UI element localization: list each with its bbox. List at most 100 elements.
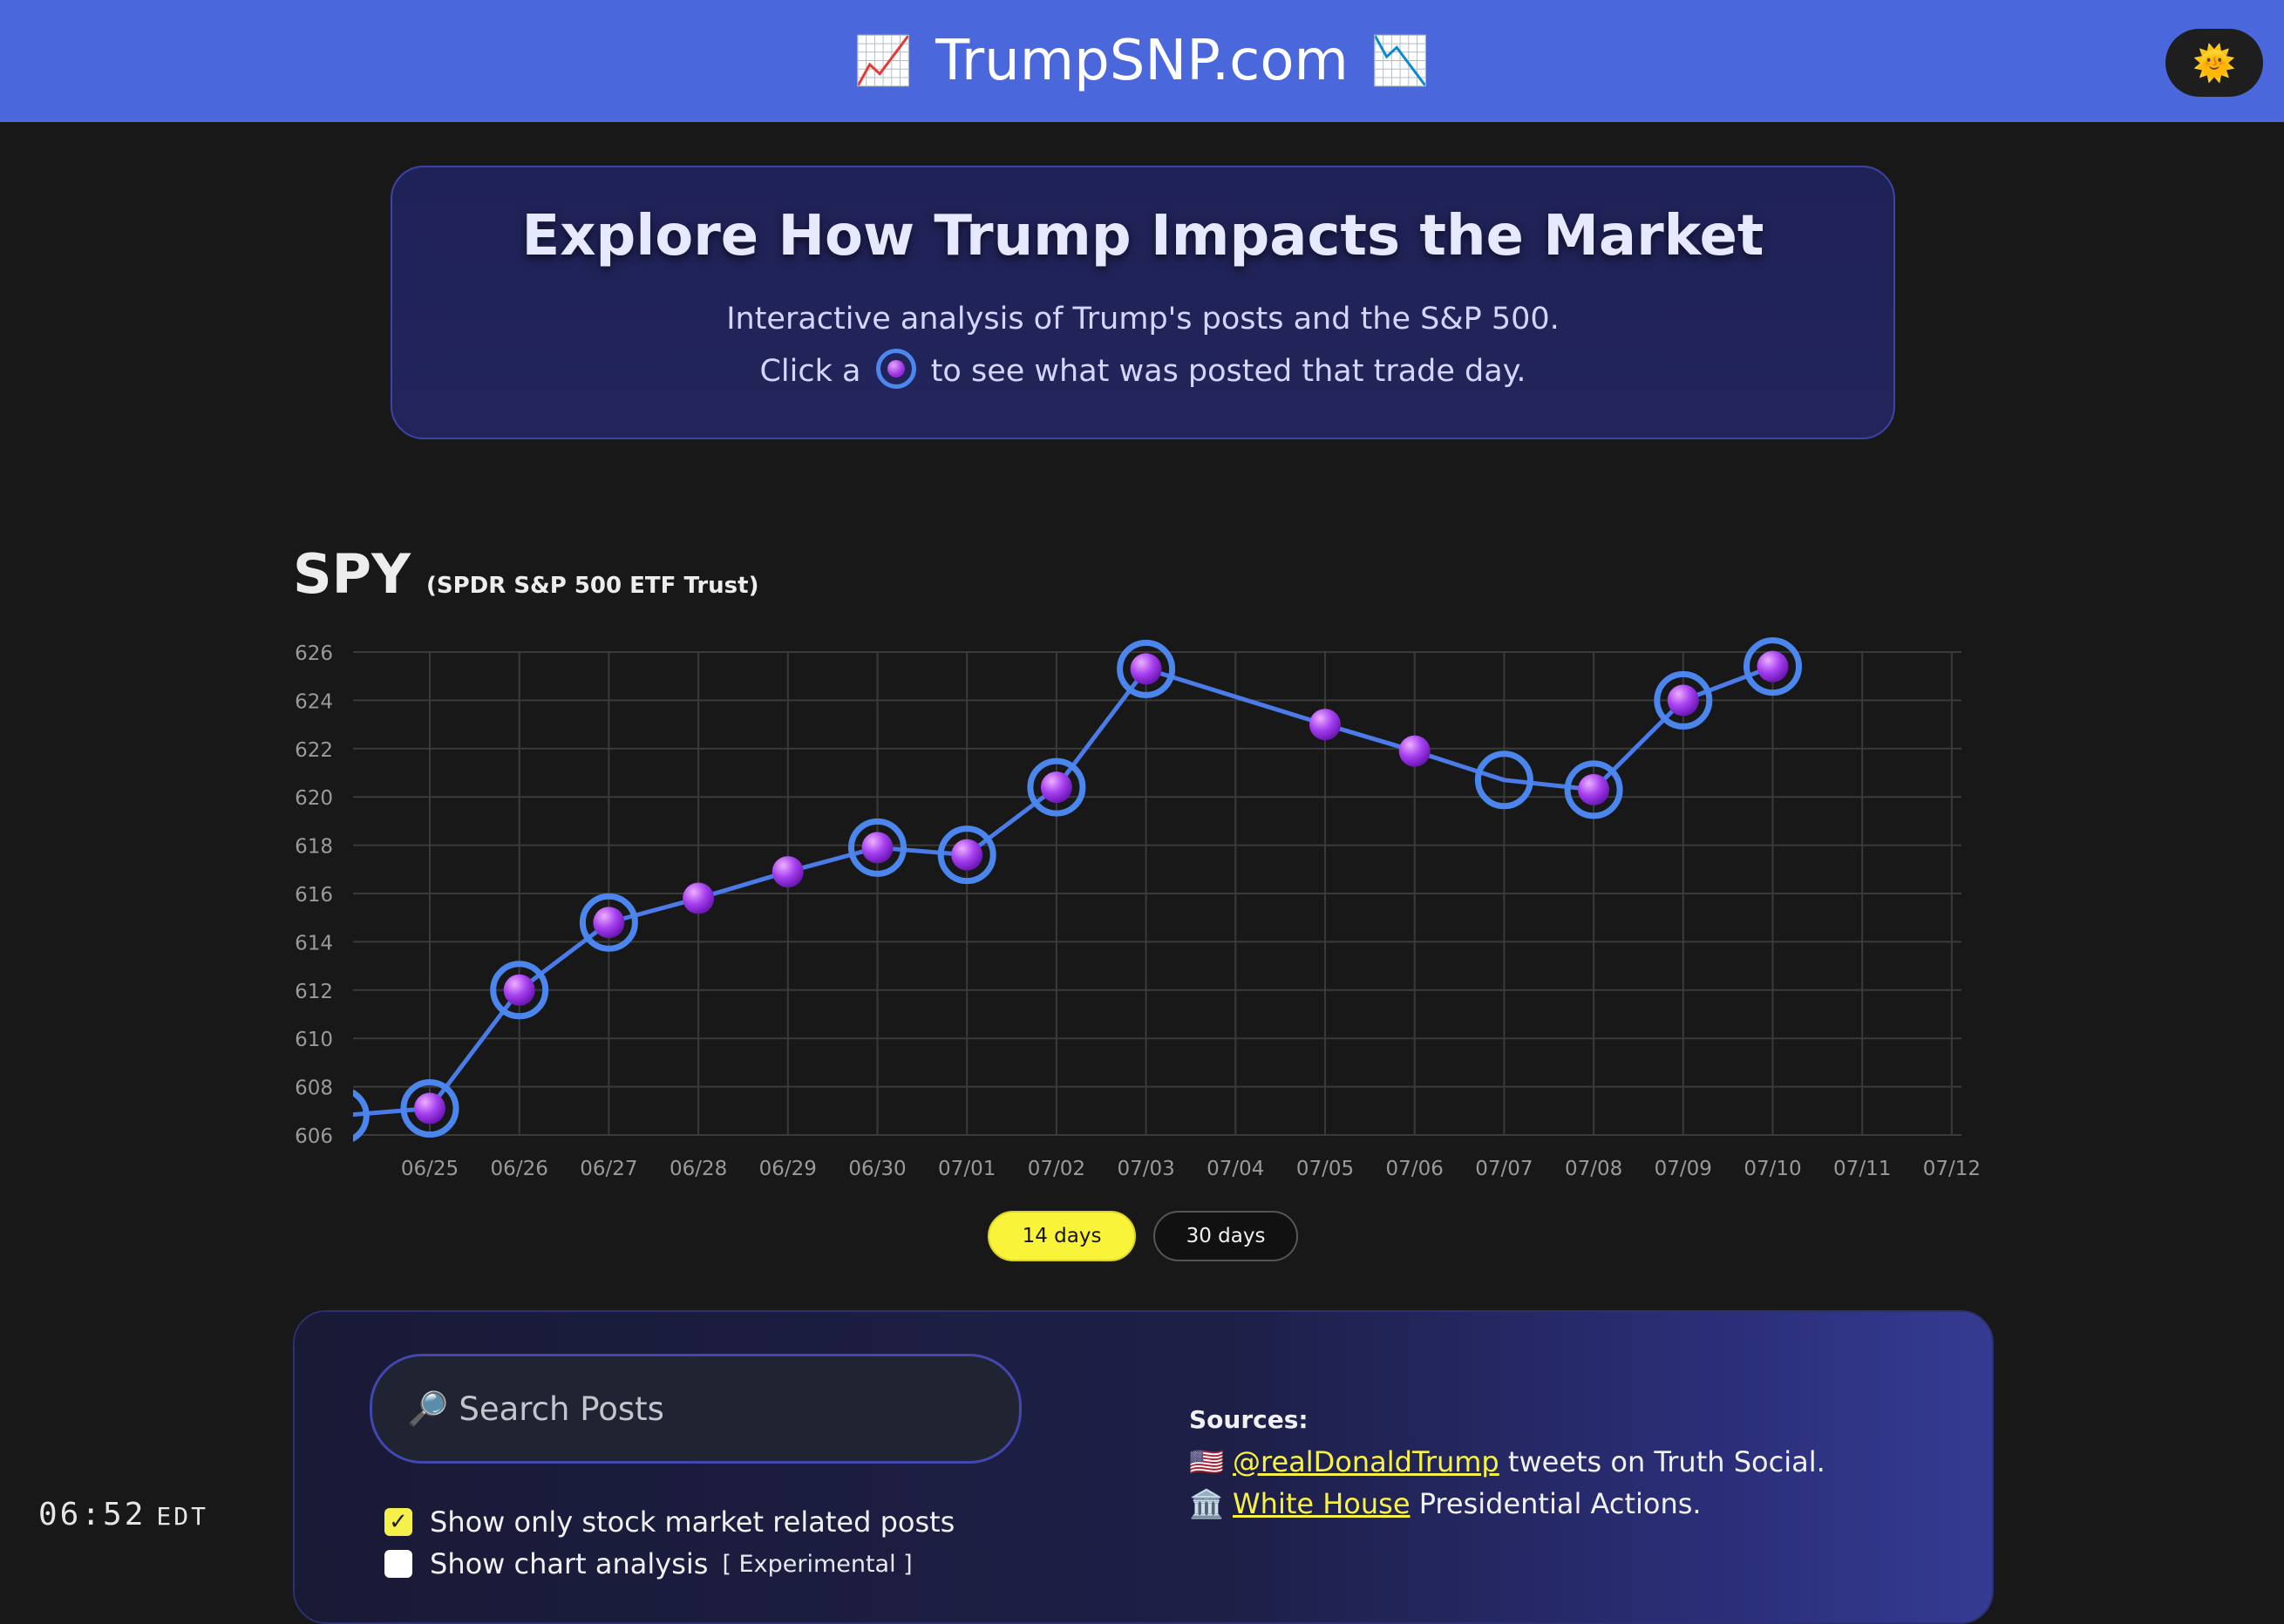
post-day-marker[interactable] bbox=[314, 1089, 370, 1142]
source2-text: Presidential Actions. bbox=[1418, 1487, 1702, 1520]
source1-text: tweets on Truth Social. bbox=[1507, 1445, 1825, 1478]
source-white-house: 🏛️ White House Presidential Actions. bbox=[1189, 1483, 1825, 1525]
ticker-symbol: SPY bbox=[293, 542, 411, 606]
market-only-option[interactable]: ✓ Show only stock market related posts bbox=[384, 1505, 955, 1539]
post-day-marker[interactable] bbox=[1117, 639, 1176, 698]
instruction-before: Click a bbox=[759, 354, 861, 389]
range-toggle: 14 days 30 days bbox=[988, 1211, 1298, 1261]
x-tick-label: 06/30 bbox=[848, 1158, 906, 1180]
data-point[interactable] bbox=[772, 856, 804, 888]
data-point[interactable] bbox=[861, 832, 894, 864]
y-tick-label: 614 bbox=[295, 932, 333, 955]
post-day-marker[interactable] bbox=[1027, 758, 1086, 817]
chart-analysis-checkbox[interactable] bbox=[384, 1550, 412, 1578]
data-point[interactable] bbox=[503, 974, 535, 1006]
x-tick-label: 06/29 bbox=[759, 1158, 817, 1180]
white-house-link[interactable]: White House bbox=[1233, 1487, 1411, 1520]
chart-increasing-icon: 📈 bbox=[853, 33, 914, 88]
y-tick-label: 620 bbox=[295, 787, 333, 810]
clock-time: 06:52 bbox=[38, 1497, 146, 1532]
posts-panel: 🔎 ✓ Show only stock market related posts… bbox=[293, 1310, 1994, 1624]
post-day-marker[interactable] bbox=[1654, 670, 1713, 730]
data-point[interactable] bbox=[414, 1092, 445, 1125]
market-only-checkbox[interactable]: ✓ bbox=[384, 1508, 412, 1536]
post-day-marker[interactable] bbox=[1744, 637, 1802, 696]
x-tick-label: 07/02 bbox=[1028, 1158, 1085, 1180]
marker-example-icon bbox=[875, 349, 916, 389]
data-point[interactable] bbox=[951, 839, 983, 871]
x-tick-label: 07/03 bbox=[1117, 1158, 1174, 1180]
intro-text: Interactive analysis of Trump's posts an… bbox=[726, 302, 1560, 336]
experimental-tag: [ Experimental ] bbox=[722, 1550, 913, 1578]
x-tick-label: 06/26 bbox=[491, 1158, 548, 1180]
theme-toggle-button[interactable]: 🌞 bbox=[2165, 29, 2263, 97]
data-point[interactable] bbox=[593, 907, 625, 939]
post-day-marker[interactable] bbox=[400, 1079, 459, 1138]
data-point[interactable] bbox=[683, 882, 715, 914]
x-tick-label: 07/04 bbox=[1207, 1158, 1264, 1180]
x-tick-label: 07/10 bbox=[1744, 1158, 1801, 1180]
y-tick-label: 612 bbox=[295, 981, 333, 1003]
x-tick-label: 07/05 bbox=[1296, 1158, 1354, 1180]
sun-icon: 🌞 bbox=[2192, 43, 2236, 84]
site-title: TrumpSNP.com bbox=[935, 29, 1349, 93]
chart-analysis-option[interactable]: Show chart analysis [ Experimental ] bbox=[384, 1547, 913, 1580]
top-bar: 📈 TrumpSNP.com 📉 🌞 bbox=[0, 0, 2284, 122]
y-tick-label: 608 bbox=[295, 1077, 333, 1100]
range-30-days-button[interactable]: 30 days bbox=[1153, 1211, 1298, 1261]
instruction-after: to see what was posted that trade day. bbox=[930, 354, 1526, 389]
us-flag-icon: 🇺🇸 bbox=[1189, 1445, 1224, 1478]
y-tick-label: 622 bbox=[295, 739, 333, 762]
data-point[interactable] bbox=[1309, 709, 1341, 741]
search-input[interactable] bbox=[457, 1389, 984, 1429]
post-day-marker[interactable] bbox=[1474, 751, 1533, 810]
search-box[interactable]: 🔎 bbox=[370, 1354, 1022, 1464]
y-tick-label: 626 bbox=[295, 642, 333, 665]
chart-header: SPY (SPDR S&P 500 ETF Trust) bbox=[293, 542, 758, 606]
post-day-marker[interactable] bbox=[1564, 760, 1623, 819]
market-only-label: Show only stock market related posts bbox=[430, 1505, 955, 1539]
data-point[interactable] bbox=[1130, 653, 1162, 685]
chart-decreasing-icon: 📉 bbox=[1370, 33, 1431, 88]
post-day-marker[interactable] bbox=[490, 961, 549, 1020]
x-tick-label: 07/07 bbox=[1475, 1158, 1533, 1180]
x-tick-label: 07/01 bbox=[938, 1158, 996, 1180]
truth-social-link[interactable]: @realDonaldTrump bbox=[1233, 1445, 1499, 1478]
fund-name: (SPDR S&P 500 ETF Trust) bbox=[426, 573, 759, 599]
y-tick-label: 618 bbox=[295, 836, 333, 859]
clock-timezone: EDT bbox=[156, 1502, 208, 1531]
y-tick-label: 606 bbox=[295, 1125, 333, 1148]
intro-card: Explore How Trump Impacts the Market Int… bbox=[391, 166, 1895, 439]
y-tick-label: 610 bbox=[295, 1029, 333, 1051]
price-line bbox=[353, 664, 1774, 1118]
site-brand[interactable]: 📈 TrumpSNP.com 📉 bbox=[854, 29, 1430, 93]
source-truth-social: 🇺🇸 @realDonaldTrump tweets on Truth Soci… bbox=[1189, 1441, 1825, 1483]
data-point[interactable] bbox=[1040, 771, 1072, 804]
x-tick-label: 07/12 bbox=[1923, 1158, 1981, 1180]
x-tick-label: 07/11 bbox=[1833, 1158, 1891, 1180]
sources-heading: Sources: bbox=[1189, 1405, 1309, 1434]
data-point[interactable] bbox=[1398, 735, 1431, 767]
chart-analysis-label: Show chart analysis bbox=[430, 1547, 709, 1580]
data-point[interactable] bbox=[1667, 684, 1699, 717]
y-tick-label: 616 bbox=[295, 884, 333, 907]
data-point[interactable] bbox=[1578, 773, 1610, 805]
post-day-marker[interactable] bbox=[848, 818, 907, 877]
y-tick-label: 624 bbox=[295, 690, 333, 713]
x-tick-label: 07/08 bbox=[1565, 1158, 1622, 1180]
post-day-marker[interactable] bbox=[937, 826, 996, 885]
price-series bbox=[314, 637, 1802, 1142]
classical-building-icon: 🏛️ bbox=[1189, 1487, 1224, 1520]
x-tick-label: 06/27 bbox=[580, 1158, 637, 1180]
clock: 06:52 EDT bbox=[38, 1497, 208, 1532]
range-14-days-button[interactable]: 14 days bbox=[988, 1211, 1136, 1261]
x-tick-label: 07/06 bbox=[1386, 1158, 1444, 1180]
intro-instruction: Click a to see what was posted that trad… bbox=[392, 345, 1893, 398]
page-title: Explore How Trump Impacts the Market bbox=[521, 204, 1764, 268]
magnifier-icon: 🔎 bbox=[407, 1389, 449, 1428]
x-tick-label: 07/09 bbox=[1655, 1158, 1712, 1180]
x-tick-label: 06/28 bbox=[670, 1158, 727, 1180]
data-point[interactable] bbox=[1757, 650, 1789, 683]
sources-block: Sources: 🇺🇸 @realDonaldTrump tweets on T… bbox=[1189, 1399, 1825, 1525]
post-day-marker[interactable] bbox=[579, 893, 638, 952]
